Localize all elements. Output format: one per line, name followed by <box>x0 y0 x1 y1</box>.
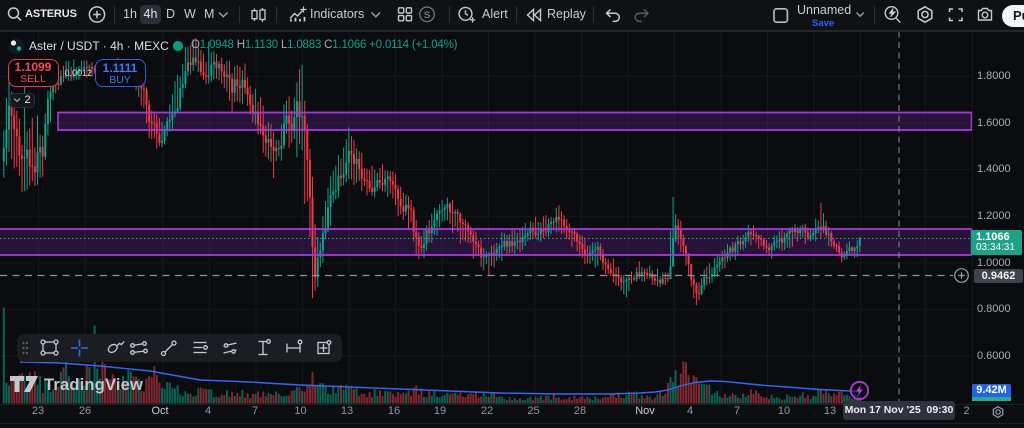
svg-text:S: S <box>424 10 430 21</box>
svg-text:TradingView: TradingView <box>44 376 143 394</box>
